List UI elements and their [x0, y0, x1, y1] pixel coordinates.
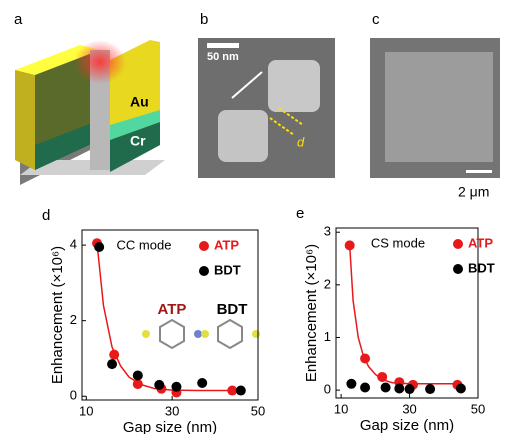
molecule-sketch: [142, 320, 260, 348]
legend-label: BDT: [468, 260, 495, 275]
plot-frame: [336, 228, 478, 398]
data-point: [377, 372, 387, 382]
legend-marker: [199, 241, 209, 251]
data-point: [154, 380, 164, 390]
nanocube: [268, 60, 320, 112]
x-tick-label: 30: [165, 403, 179, 418]
scale-label: 50 nm: [207, 51, 239, 63]
x-tick-label: 50: [471, 401, 485, 416]
scale-label: 2 μm: [458, 184, 489, 200]
annotation: BDT: [217, 301, 248, 318]
data-point: [133, 370, 143, 380]
data-point: [171, 382, 181, 392]
panel-label: a: [14, 11, 23, 28]
material-label: Cr: [130, 133, 146, 149]
data-point: [360, 382, 370, 392]
gap-illustration: [15, 40, 165, 185]
x-tick-label: 30: [402, 401, 416, 416]
y-tick-label: 3: [324, 224, 331, 239]
nanocube: [218, 110, 268, 162]
data-point: [133, 379, 143, 389]
y-axis-label: Enhancement (×10⁶): [49, 246, 66, 384]
data-point: [345, 240, 355, 250]
data-point: [425, 384, 435, 394]
data-point: [405, 384, 415, 394]
data-point: [381, 382, 391, 392]
data-point: [394, 384, 404, 394]
material-label: Au: [130, 94, 149, 110]
figure: a Au Cr b 50 nm d c 2 μm d103050024Gap s…: [0, 0, 515, 434]
data-point: [227, 386, 237, 396]
data-point: [109, 350, 119, 360]
panel-label: d: [42, 207, 50, 224]
data-point: [107, 359, 117, 369]
data-point: [197, 378, 207, 388]
nanocube-array: [385, 52, 493, 162]
x-tick-label: 10: [79, 403, 93, 418]
panel-label: e: [296, 205, 304, 222]
y-tick-label: 2: [70, 312, 77, 327]
legend-label: ATP: [214, 237, 239, 252]
y-tick-label: 1: [324, 329, 331, 344]
legend-label: ATP: [468, 235, 493, 250]
x-axis-label: Gap size (nm): [360, 417, 454, 434]
gap-label: d: [297, 134, 305, 149]
scale-bar: [466, 170, 492, 173]
panel-label: b: [200, 11, 208, 28]
legend-marker: [453, 264, 463, 274]
data-point: [346, 379, 356, 389]
legend-marker: [199, 266, 209, 276]
annotation: ATP: [158, 301, 187, 318]
x-tick-label: 50: [251, 403, 265, 418]
scale-bar: [207, 43, 239, 48]
legend-marker: [453, 239, 463, 249]
data-point: [456, 384, 466, 394]
data-point: [360, 354, 370, 364]
data-point: [236, 386, 246, 396]
legend-title: CS mode: [371, 235, 425, 250]
y-tick-label: 0: [70, 388, 77, 403]
data-point: [94, 242, 104, 252]
y-tick-label: 2: [324, 276, 331, 291]
y-tick-label: 0: [324, 382, 331, 397]
x-tick-label: 10: [334, 401, 348, 416]
legend-label: BDT: [214, 262, 241, 277]
panel-label: c: [372, 11, 380, 28]
x-axis-label: Gap size (nm): [123, 419, 217, 434]
y-tick-label: 4: [70, 237, 77, 252]
legend-title: CC mode: [117, 237, 172, 252]
y-axis-label: Enhancement (×10⁶): [303, 244, 320, 382]
